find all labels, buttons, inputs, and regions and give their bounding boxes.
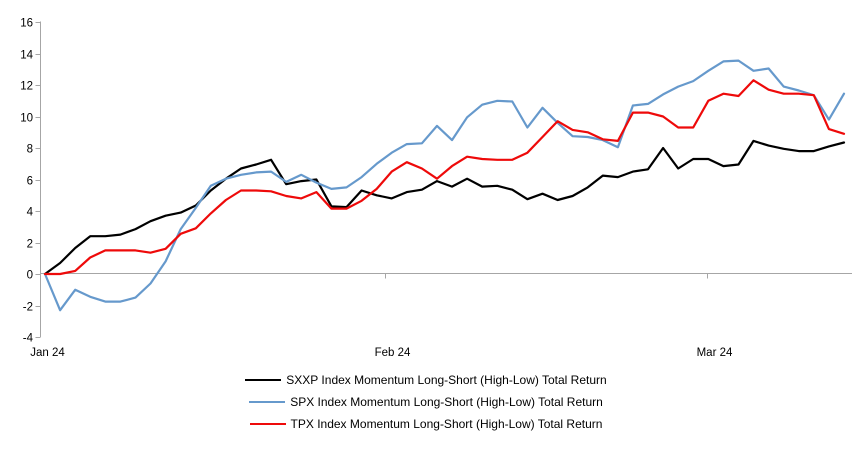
x-axis-tick-label: Jan 24 — [30, 347, 65, 359]
tpx-series-line — [43, 79, 846, 276]
y-axis-tick-label: 0 — [27, 270, 33, 282]
y-axis-tick-label: 8 — [27, 144, 33, 156]
y-axis-tick-label: 10 — [20, 113, 33, 125]
y-axis-tick-label: 4 — [27, 207, 34, 219]
spx-line-sample — [249, 401, 286, 403]
tpx-line-sample — [249, 423, 286, 425]
sxxp-line-sample — [245, 379, 282, 381]
x-axis-tick-label: Mar 24 — [697, 347, 733, 359]
y-axis-tick-label: 6 — [27, 176, 33, 188]
x-axis-tick-label: Feb 24 — [375, 347, 411, 359]
legend-label-spx: SPX Index Momentum Long-Short (High-Low)… — [290, 395, 603, 409]
legend-item-sxxp: SXXP Index Momentum Long-Short (High-Low… — [245, 373, 607, 387]
y-axis-tick-label: 14 — [20, 50, 33, 62]
sxxp-series-line — [43, 139, 846, 276]
y-axis-tick-label: 16 — [20, 18, 33, 30]
legend-label-sxxp: SXXP Index Momentum Long-Short (High-Low… — [286, 373, 607, 387]
y-axis-tick-label: 12 — [20, 81, 33, 93]
y-axis-tick-label: -2 — [23, 302, 33, 314]
y-axis-tick-label: 2 — [27, 239, 33, 251]
spx-series-line — [43, 59, 846, 312]
legend-label-tpx: TPX Index Momentum Long-Short (High-Low)… — [290, 417, 603, 431]
legend-item-spx: SPX Index Momentum Long-Short (High-Low)… — [249, 395, 603, 409]
legend-item-tpx: TPX Index Momentum Long-Short (High-Low)… — [249, 417, 603, 431]
legend: SXXP Index Momentum Long-Short (High-Low… — [0, 373, 852, 431]
y-axis-tick-label: -4 — [23, 333, 34, 345]
